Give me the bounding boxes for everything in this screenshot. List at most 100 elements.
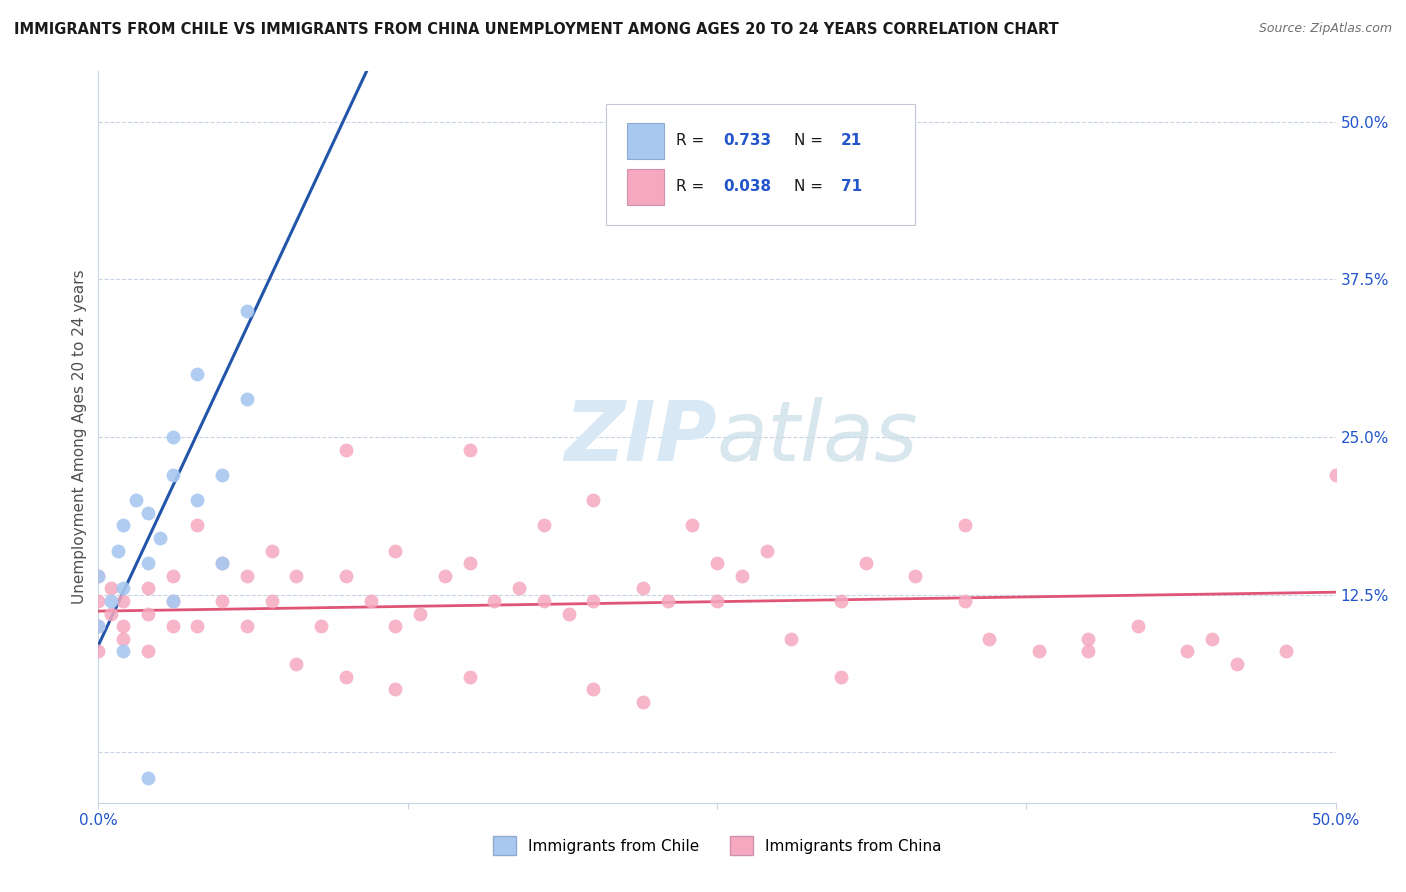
Point — [1275, 644, 1298, 658]
Legend: Immigrants from Chile, Immigrants from China: Immigrants from Chile, Immigrants from C… — [486, 830, 948, 861]
Point — [211, 467, 233, 482]
Point — [186, 367, 208, 381]
Point — [186, 493, 208, 508]
Point — [582, 682, 605, 697]
Point — [458, 670, 481, 684]
Point — [731, 569, 754, 583]
Point — [533, 518, 555, 533]
Point — [162, 594, 184, 608]
Point — [100, 582, 122, 596]
Point — [508, 582, 530, 596]
Point — [162, 619, 184, 633]
Point — [953, 518, 976, 533]
Point — [87, 619, 110, 633]
Text: IMMIGRANTS FROM CHILE VS IMMIGRANTS FROM CHINA UNEMPLOYMENT AMONG AGES 20 TO 24 : IMMIGRANTS FROM CHILE VS IMMIGRANTS FROM… — [14, 22, 1059, 37]
Point — [384, 682, 406, 697]
Point — [112, 582, 135, 596]
Point — [236, 619, 259, 633]
Point — [162, 467, 184, 482]
Point — [285, 657, 308, 671]
Point — [87, 619, 110, 633]
Point — [433, 569, 456, 583]
Point — [706, 594, 728, 608]
Point — [87, 644, 110, 658]
Point — [458, 556, 481, 570]
Point — [631, 582, 654, 596]
Point — [87, 594, 110, 608]
Point — [582, 493, 605, 508]
Point — [335, 569, 357, 583]
Text: R =: R = — [676, 133, 710, 148]
FancyBboxPatch shape — [627, 169, 664, 205]
Point — [335, 670, 357, 684]
Point — [260, 594, 283, 608]
Point — [186, 619, 208, 633]
Point — [1201, 632, 1223, 646]
Point — [309, 619, 332, 633]
Point — [706, 556, 728, 570]
Point — [384, 619, 406, 633]
Point — [112, 619, 135, 633]
Point — [260, 543, 283, 558]
Point — [1126, 619, 1149, 633]
Point — [1226, 657, 1249, 671]
Text: 71: 71 — [841, 179, 862, 194]
Point — [149, 531, 172, 545]
Point — [87, 569, 110, 583]
Point — [211, 556, 233, 570]
Text: 0.733: 0.733 — [723, 133, 772, 148]
Text: ZIP: ZIP — [564, 397, 717, 477]
Point — [112, 644, 135, 658]
Point — [124, 493, 146, 508]
Point — [1077, 644, 1099, 658]
Point — [107, 543, 129, 558]
Point — [1028, 644, 1050, 658]
Point — [1077, 632, 1099, 646]
Point — [830, 670, 852, 684]
Text: 0.038: 0.038 — [723, 179, 772, 194]
Point — [112, 518, 135, 533]
Point — [162, 569, 184, 583]
Point — [533, 594, 555, 608]
Point — [285, 569, 308, 583]
Point — [582, 594, 605, 608]
Point — [384, 543, 406, 558]
Point — [458, 442, 481, 457]
Point — [979, 632, 1001, 646]
Point — [236, 392, 259, 407]
Point — [953, 594, 976, 608]
Point — [335, 442, 357, 457]
Point — [136, 644, 159, 658]
Point — [360, 594, 382, 608]
Text: Source: ZipAtlas.com: Source: ZipAtlas.com — [1258, 22, 1392, 36]
Point — [409, 607, 432, 621]
Point — [136, 556, 159, 570]
Point — [236, 569, 259, 583]
Point — [211, 594, 233, 608]
Text: 21: 21 — [841, 133, 862, 148]
Point — [236, 304, 259, 318]
Point — [162, 594, 184, 608]
Point — [211, 556, 233, 570]
Point — [136, 771, 159, 785]
Point — [631, 695, 654, 709]
Y-axis label: Unemployment Among Ages 20 to 24 years: Unemployment Among Ages 20 to 24 years — [72, 269, 87, 605]
Point — [162, 430, 184, 444]
Point — [1324, 467, 1347, 482]
Point — [830, 594, 852, 608]
FancyBboxPatch shape — [606, 104, 915, 225]
Text: N =: N = — [794, 133, 828, 148]
FancyBboxPatch shape — [627, 122, 664, 159]
Text: atlas: atlas — [717, 397, 918, 477]
Point — [112, 632, 135, 646]
Point — [855, 556, 877, 570]
Point — [112, 594, 135, 608]
Point — [780, 632, 803, 646]
Text: N =: N = — [794, 179, 828, 194]
Point — [186, 518, 208, 533]
Point — [136, 607, 159, 621]
Point — [136, 582, 159, 596]
Point — [557, 607, 579, 621]
Point — [1175, 644, 1198, 658]
Text: R =: R = — [676, 179, 710, 194]
